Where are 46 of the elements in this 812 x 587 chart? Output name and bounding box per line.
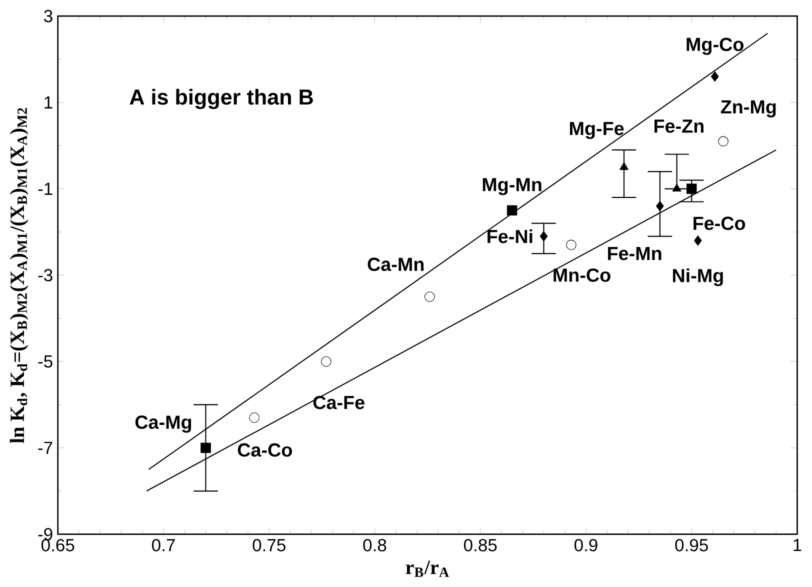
point — [540, 231, 548, 242]
annotation: Fe-Ni — [488, 229, 532, 244]
y-tick-label: 3 — [44, 10, 52, 22]
y-tick-label: -9 — [38, 528, 52, 540]
annotation: Fe-Co — [694, 216, 746, 230]
annotation: Mg-Fe — [570, 122, 624, 140]
annotation: Ca-Fe — [313, 396, 364, 410]
point — [620, 162, 628, 170]
x-axis-title: r$_{B}$/r$_{A}$ — [406, 560, 450, 578]
point — [566, 240, 576, 250]
annotation: Zn-Mg — [720, 100, 776, 118]
annotation: Mg-Mn — [482, 178, 542, 196]
point — [718, 136, 728, 147]
annotation: A is bigger than B — [130, 88, 313, 110]
x-tick-label: 0.8 — [363, 539, 386, 552]
point — [200, 442, 211, 454]
x-tick-label: 1 — [794, 539, 802, 552]
y-tick-label: -3 — [38, 269, 52, 282]
point — [672, 184, 682, 192]
text: ln K$_{d}$, K$_{d}$=(X$_{B}$)$_{M2}$(X$_{A}$)$_{M1}$/(X$_{B}$)$_{M1}$(X$_{A}$)$_{M2}$ — [10, 108, 28, 444]
y-tick-label: -7 — [38, 442, 52, 454]
point — [506, 205, 518, 216]
point — [686, 184, 697, 194]
annotation: Ca-Co — [238, 443, 292, 457]
annotation: Mg-Co — [686, 38, 744, 55]
point — [656, 201, 664, 212]
point — [424, 292, 435, 302]
annotation: Ca-Mn — [368, 258, 424, 272]
annotation: Mn-Co — [554, 268, 610, 282]
x-tick-label: 0.95 — [675, 539, 708, 552]
x-tick-label: 0.7 — [152, 539, 175, 552]
x-tick-label: 0.9 — [574, 539, 598, 552]
annotation: Fe-Mn — [608, 247, 662, 260]
y-tick-label: -5 — [38, 355, 52, 368]
point — [710, 72, 719, 82]
point — [321, 356, 332, 367]
annotation: Ca-Mg — [135, 416, 192, 433]
annotation: Ni-Mg — [672, 268, 723, 286]
point — [694, 236, 702, 246]
y-tick-label: 1 — [44, 96, 52, 109]
annotation: Fe-Zn — [654, 120, 704, 133]
y-tick-label: -1 — [38, 182, 52, 195]
x-tick-label: 0.65 — [41, 539, 74, 552]
x-tick-label: 0.75 — [252, 539, 286, 552]
x-tick-label: 0.85 — [464, 539, 497, 552]
point — [249, 412, 260, 423]
